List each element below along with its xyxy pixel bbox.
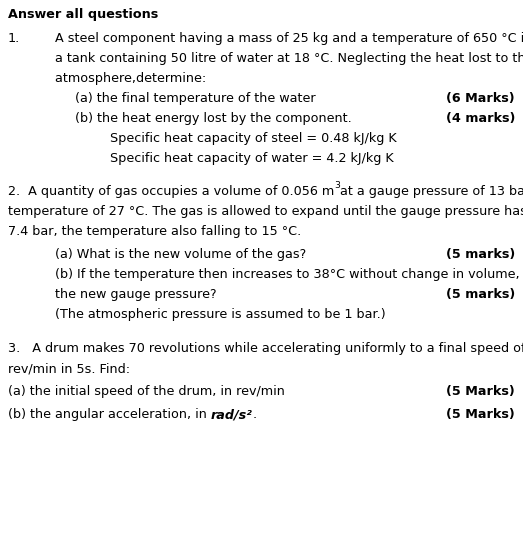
- Text: Specific heat capacity of water = 4.2 kJ/kg K: Specific heat capacity of water = 4.2 kJ…: [110, 152, 394, 165]
- Text: (5 Marks): (5 Marks): [446, 408, 515, 421]
- Text: rev/min in 5s. Find:: rev/min in 5s. Find:: [8, 362, 130, 375]
- Text: the new gauge pressure?: the new gauge pressure?: [55, 288, 217, 301]
- Text: (4 marks): (4 marks): [446, 112, 515, 125]
- Text: Answer all questions: Answer all questions: [8, 8, 158, 21]
- Text: (5 marks): (5 marks): [446, 248, 515, 261]
- Text: 3.   A drum makes 70 revolutions while accelerating uniformly to a final speed o: 3. A drum makes 70 revolutions while acc…: [8, 342, 523, 355]
- Text: (b) the heat energy lost by the component.: (b) the heat energy lost by the componen…: [75, 112, 352, 125]
- Text: (The atmospheric pressure is assumed to be 1 bar.): (The atmospheric pressure is assumed to …: [55, 308, 385, 321]
- Text: .: .: [253, 408, 257, 421]
- Text: 1.: 1.: [8, 32, 20, 45]
- Text: A steel component having a mass of 25 kg and a temperature of 650 °C is dropped : A steel component having a mass of 25 kg…: [55, 32, 523, 45]
- Text: (b) the angular acceleration, in: (b) the angular acceleration, in: [8, 408, 211, 421]
- Text: (6 Marks): (6 Marks): [446, 92, 515, 105]
- Text: a tank containing 50 litre of water at 18 °C. Neglecting the heat lost to the ta: a tank containing 50 litre of water at 1…: [55, 52, 523, 65]
- Text: (5 Marks): (5 Marks): [446, 385, 515, 398]
- Text: rad/s²: rad/s²: [211, 408, 253, 421]
- Text: temperature of 27 °C. The gas is allowed to expand until the gauge pressure has : temperature of 27 °C. The gas is allowed…: [8, 205, 523, 218]
- Text: (a) the initial speed of the drum, in rev/min: (a) the initial speed of the drum, in re…: [8, 385, 285, 398]
- Text: (b) If the temperature then increases to 38°C without change in volume, what wil: (b) If the temperature then increases to…: [55, 268, 523, 281]
- Text: Specific heat capacity of steel = 0.48 kJ/kg K: Specific heat capacity of steel = 0.48 k…: [110, 132, 396, 145]
- Text: 2.  A quantity of gas occupies a volume of 0.056 m: 2. A quantity of gas occupies a volume o…: [8, 185, 334, 198]
- Text: 3: 3: [334, 181, 340, 190]
- Text: atmosphere,​determine:: atmosphere,​determine:: [55, 72, 206, 85]
- Text: (5 marks): (5 marks): [446, 288, 515, 301]
- Text: (a) the final temperature of the water: (a) the final temperature of the water: [75, 92, 315, 105]
- Text: (a) What is the new volume of the gas?: (a) What is the new volume of the gas?: [55, 248, 306, 261]
- Text: 7.4 bar, the temperature also falling to 15 °C.: 7.4 bar, the temperature also falling to…: [8, 225, 301, 238]
- Text: at a gauge pressure of 13 bar and a: at a gauge pressure of 13 bar and a: [340, 185, 523, 198]
